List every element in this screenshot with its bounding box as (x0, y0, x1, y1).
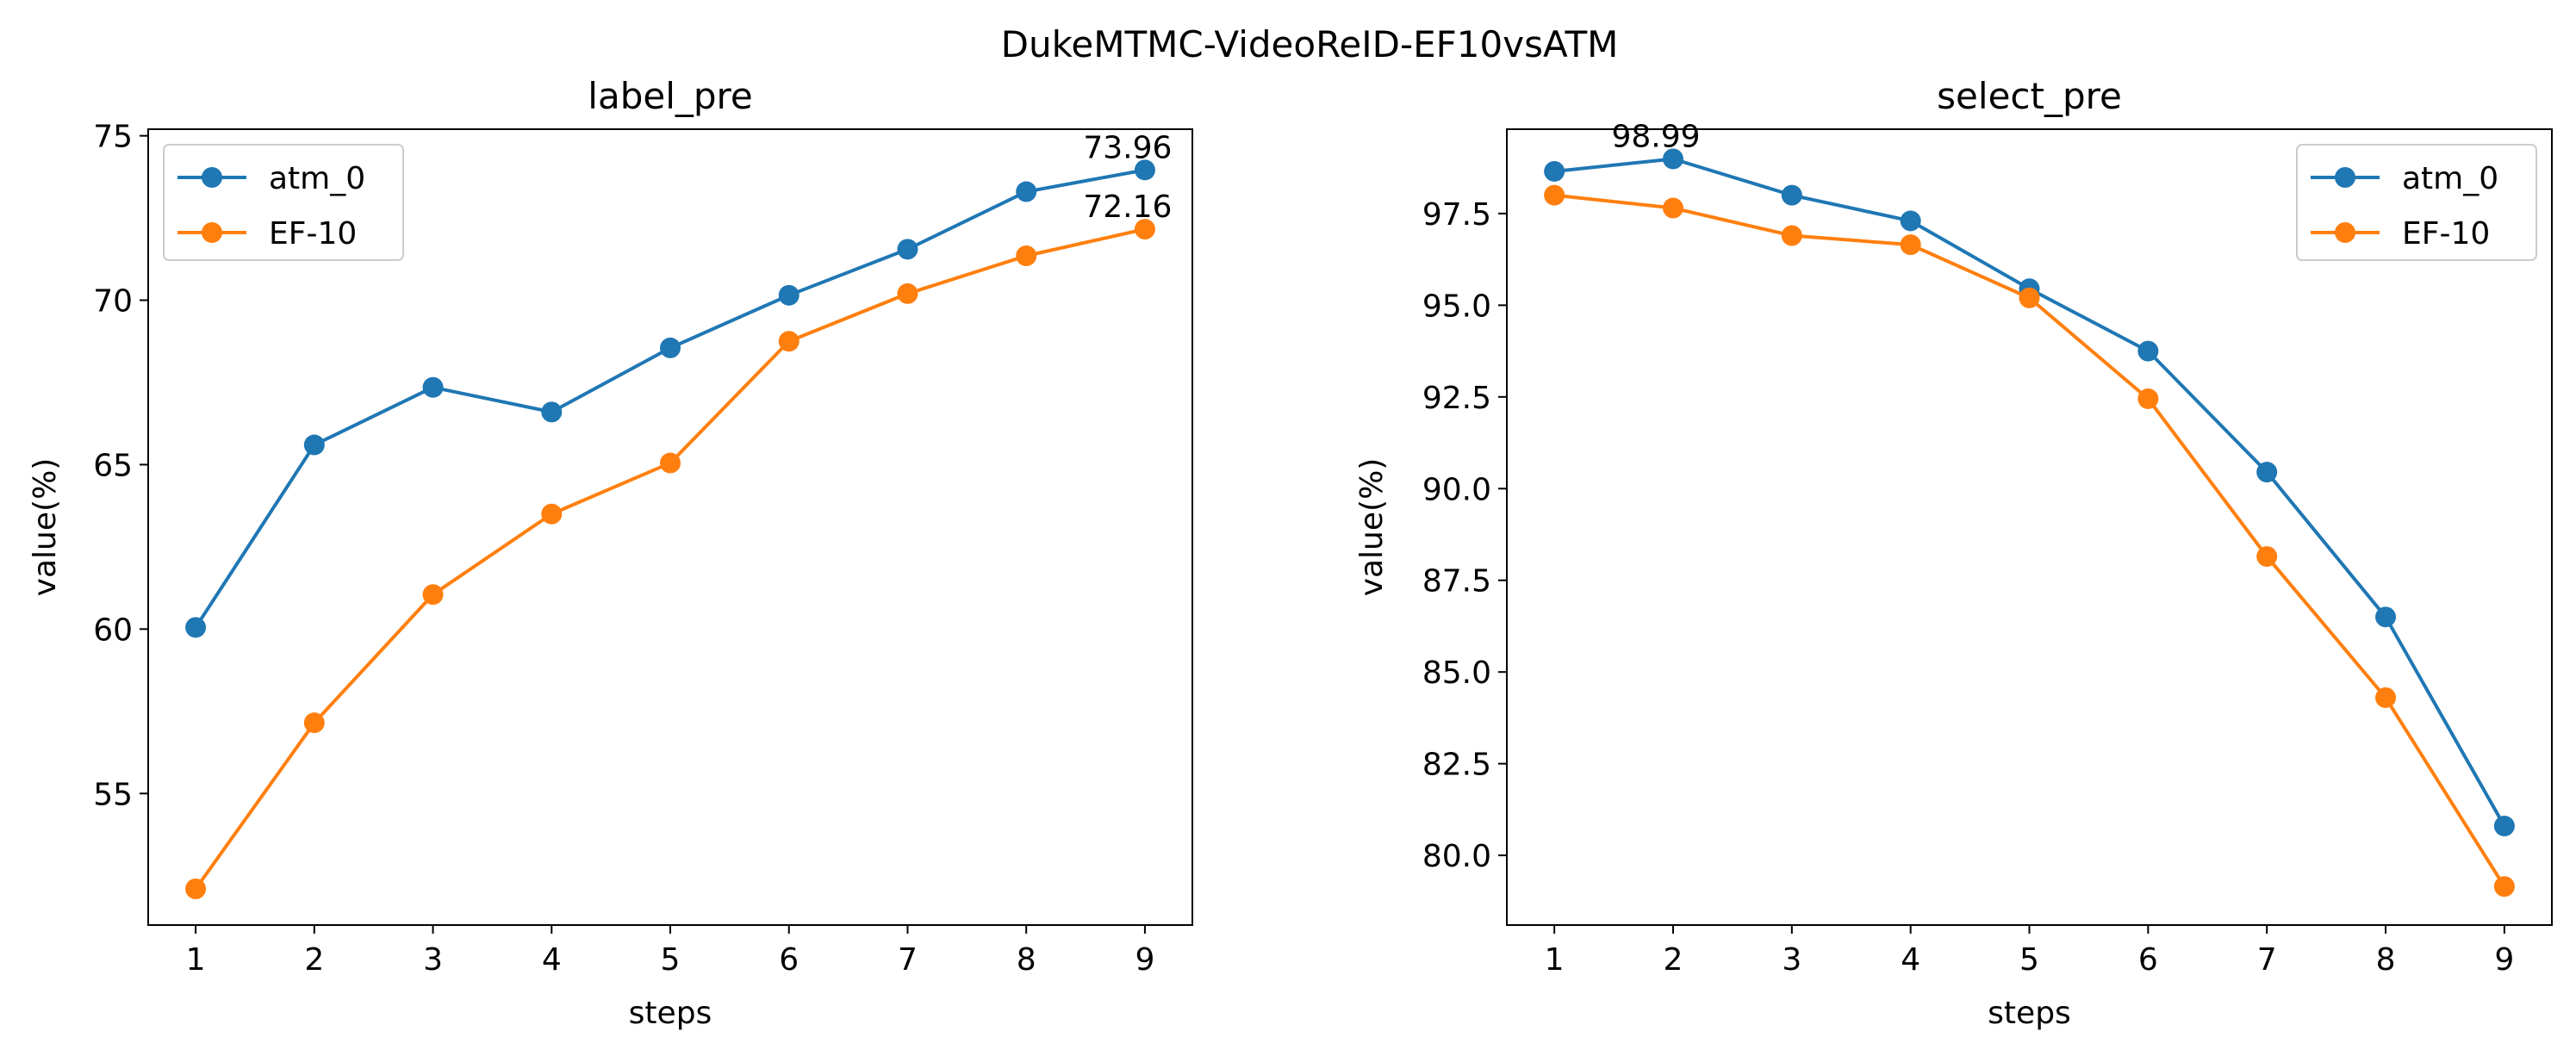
data-point-ef-10 (2493, 876, 2515, 897)
y-tick-label: 70 (93, 284, 133, 320)
x-axis-label: steps (1988, 996, 2071, 1031)
data-point-atm_0 (660, 337, 681, 358)
data-point-atm_0 (303, 434, 325, 456)
data-point-atm_0 (1544, 160, 1565, 182)
y-tick-label: 80.0 (1422, 839, 1491, 874)
y-tick-label: 65 (93, 448, 133, 483)
series-line-ef-10 (194, 227, 1146, 891)
data-point-ef-10 (1662, 197, 1683, 219)
x-tick-label: 5 (2019, 942, 2039, 978)
y-axis-label: value(%) (1354, 458, 1390, 597)
legend-swatch-marker (202, 222, 222, 243)
y-tick-label: 75 (93, 120, 133, 155)
data-point-ef-10 (660, 452, 681, 474)
data-point-ef-10 (2137, 388, 2159, 409)
data-point-atm_0 (1016, 181, 1037, 202)
legend-label: EF-10 (269, 216, 357, 252)
data-point-ef-10 (422, 584, 444, 606)
data-annotation: 73.96 (1083, 130, 1172, 165)
data-point-atm_0 (1134, 159, 1155, 181)
legend: atm_0 EF-10 (163, 144, 404, 261)
data-point-atm_0 (185, 617, 207, 638)
y-tick-label: 60 (93, 612, 133, 648)
x-tick-label: 2 (1664, 942, 1683, 978)
legend-swatch-marker (202, 167, 222, 188)
y-tick-label: 85.0 (1422, 655, 1491, 691)
data-point-atm_0 (2375, 606, 2397, 628)
legend-swatch-marker (2335, 222, 2355, 243)
figure-title: DukeMTMC-VideoReID-EF10vsATM (1001, 23, 1619, 65)
data-point-ef-10 (897, 283, 918, 304)
data-point-atm_0 (1662, 148, 1683, 170)
x-tick-label: 4 (542, 942, 562, 978)
data-point-atm_0 (2137, 340, 2159, 362)
data-annotation: 98.99 (1611, 119, 1700, 154)
data-point-ef-10 (778, 331, 800, 352)
data-point-ef-10 (1781, 225, 1802, 246)
chart-title: label_pre (588, 75, 752, 117)
data-point-ef-10 (303, 712, 325, 734)
x-tick-label: 7 (898, 942, 918, 978)
y-axis-label: value(%) (28, 458, 63, 597)
data-point-atm_0 (1781, 184, 1802, 206)
data-point-ef-10 (1134, 219, 1155, 240)
data-point-ef-10 (2375, 687, 2397, 708)
data-annotation: 72.16 (1083, 189, 1172, 225)
data-point-ef-10 (1016, 245, 1037, 266)
y-tick-label: 97.5 (1422, 197, 1491, 233)
data-point-ef-10 (1544, 184, 1565, 206)
legend-label: atm_0 (269, 161, 365, 196)
x-tick-label: 4 (1901, 942, 1920, 978)
chart-panel-select-pre: select_pre 1 2 3 4 5 6 7 8 9 80.0 82.5 85.0 87.5 90.0 9… (1354, 75, 2553, 1031)
data-point-atm_0 (1900, 210, 1921, 232)
legend-label: EF-10 (2402, 216, 2490, 252)
y-tick-label: 82.5 (1422, 748, 1491, 783)
x-tick-label: 1 (186, 942, 206, 978)
data-point-atm_0 (778, 284, 800, 306)
legend: atm_0 EF-10 (2296, 144, 2537, 261)
data-point-atm_0 (422, 376, 444, 398)
data-point-ef-10 (1900, 234, 1921, 256)
x-tick-label: 1 (1545, 942, 1565, 978)
data-point-ef-10 (185, 879, 207, 899)
x-tick-label: 5 (661, 942, 681, 978)
data-point-ef-10 (541, 503, 563, 525)
data-point-ef-10 (2256, 546, 2278, 568)
y-tick-label: 87.5 (1422, 564, 1491, 599)
data-point-atm_0 (897, 239, 918, 260)
y-tick-label: 55 (93, 777, 133, 812)
data-point-atm_0 (2256, 462, 2278, 483)
data-point-atm_0 (2493, 816, 2515, 837)
y-tick-label: 92.5 (1422, 381, 1491, 416)
x-tick-label: 8 (1017, 942, 1036, 978)
chart-title: select_pre (1937, 75, 2122, 117)
y-tick-label: 95.0 (1422, 289, 1491, 324)
x-tick-label: 8 (2376, 942, 2396, 978)
x-tick-label: 3 (423, 942, 443, 978)
x-tick-label: 2 (304, 942, 324, 978)
x-tick-label: 7 (2257, 942, 2277, 978)
legend-label: atm_0 (2402, 161, 2498, 196)
x-tick-label: 9 (2494, 942, 2514, 978)
chart-panel-label-pre: label_pre 1 2 3 4 5 6 7 8 9 55 60 65 70 75 steps value(%… (28, 75, 1193, 1031)
x-tick-label: 3 (1782, 942, 1801, 978)
y-tick-label: 90.0 (1422, 472, 1491, 507)
x-axis-label: steps (629, 996, 712, 1031)
data-point-atm_0 (541, 401, 563, 423)
data-point-ef-10 (2019, 287, 2040, 308)
x-tick-label: 6 (2138, 942, 2158, 978)
legend-swatch-marker (2335, 167, 2355, 188)
x-tick-label: 6 (779, 942, 799, 978)
x-tick-label: 9 (1135, 942, 1154, 978)
